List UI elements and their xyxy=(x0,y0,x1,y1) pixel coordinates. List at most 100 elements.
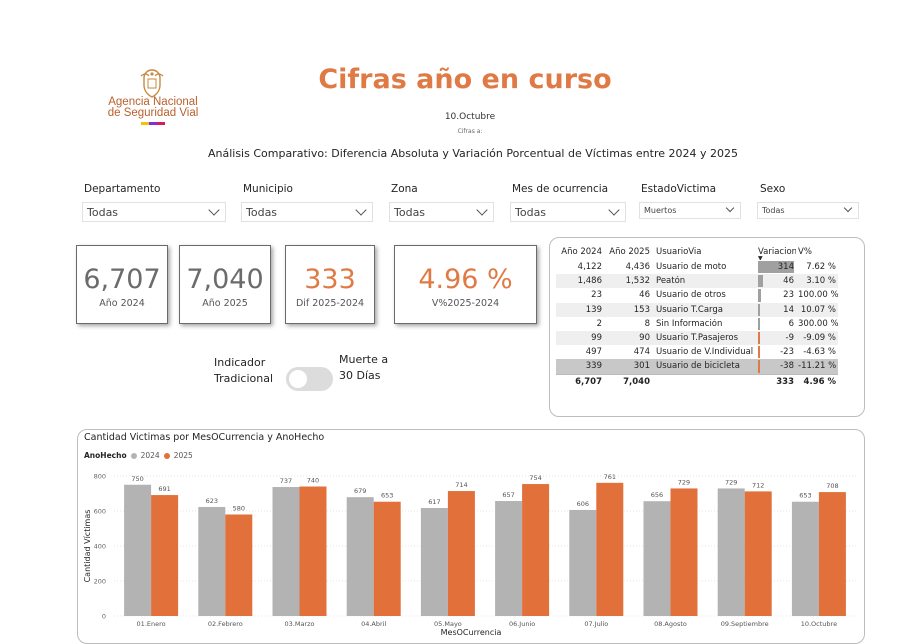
variacion-databar xyxy=(758,317,760,330)
data-label: 754 xyxy=(529,474,541,482)
page-subtitle: Análisis Comparativo: Diferencia Absolut… xyxy=(207,147,739,160)
header-ano-2024[interactable]: Año 2024 xyxy=(561,247,602,257)
table-row[interactable]: 339 301 Usuario de bicicleta -38 -11.21 % xyxy=(556,359,838,374)
chevron-down-icon xyxy=(208,203,220,216)
filter-label-departamento: Departamento xyxy=(84,183,161,195)
bar-2024[interactable] xyxy=(346,497,374,616)
bar-2025[interactable] xyxy=(447,491,475,616)
toggle-label-right-line2: 30 Días xyxy=(339,369,381,382)
mes-dropdown[interactable]: Todas xyxy=(510,202,626,222)
table-row[interactable]: 497 474 Usuario de V.Individual -23 -4.63 % xyxy=(556,345,838,359)
kpi-caption-2024: Año 2024 xyxy=(99,298,145,309)
y-tick-label: 800 xyxy=(94,473,106,481)
coat-of-arms-icon xyxy=(140,69,164,98)
chevron-down-icon xyxy=(608,203,620,216)
total-variacion-value: 333 xyxy=(776,377,794,387)
x-tick-label: 04.Abril xyxy=(361,620,386,628)
cell-usuario-via: Usuario de otros xyxy=(656,290,726,301)
cell-usuario-via: Usuario de bicicleta xyxy=(656,361,740,372)
cell-ano-2024: 339 xyxy=(585,361,602,372)
toggle-label-right-line1: Muerte a xyxy=(339,353,389,366)
filter-label-mes: Mes de ocurrencia xyxy=(512,183,609,195)
flag-stripe-red xyxy=(157,122,165,125)
cell-usuario-via: Usuario T.Carga xyxy=(656,304,723,315)
bar-2024[interactable] xyxy=(420,508,448,616)
municipio-dropdown[interactable]: Todas xyxy=(241,202,373,222)
bar-2024[interactable] xyxy=(198,506,226,616)
legend-label-2025[interactable]: 2025 xyxy=(173,451,193,460)
cell-ano-2024: 2 xyxy=(596,318,602,329)
table-row[interactable]: 99 90 Usuario T.Pasajeros -9 -9.09 % xyxy=(556,330,838,346)
estado-victima-value: Muertos xyxy=(644,206,677,215)
usuario-via-table-container xyxy=(549,237,865,417)
bar-2024[interactable] xyxy=(791,501,819,616)
bar-2025[interactable] xyxy=(299,486,327,617)
variacion-databar xyxy=(758,346,760,359)
x-axis-label: MesOCurrencia xyxy=(441,628,502,637)
table-row[interactable]: 1,486 1,532 Peatón 46 3.10 % xyxy=(556,274,838,289)
data-label: 580 xyxy=(233,505,245,513)
bar-2024[interactable] xyxy=(569,509,597,616)
table-row[interactable]: 23 46 Usuario de otros 23 100.00 % xyxy=(556,288,838,302)
bar-2024[interactable] xyxy=(272,487,300,616)
data-label: 606 xyxy=(577,500,589,508)
x-tick-label: 03.Marzo xyxy=(285,620,315,628)
bar-2025[interactable] xyxy=(744,491,772,616)
logo-line-2: de Seguridad Vial xyxy=(107,107,199,119)
y-tick-label: 0 xyxy=(102,613,106,621)
legend-title: AnoHecho xyxy=(84,451,127,460)
bar-2024[interactable] xyxy=(124,484,152,616)
sexo-value: Todas xyxy=(762,206,785,215)
bar-2025[interactable] xyxy=(596,482,624,616)
data-label: 750 xyxy=(131,475,143,483)
cell-variacion: 46 xyxy=(756,274,796,288)
cell-variacion: -23 xyxy=(756,345,796,359)
flag-stripe-yellow xyxy=(141,122,149,125)
kpi-card-difference: 333 Dif 2025-2024 xyxy=(285,245,375,324)
zona-dropdown[interactable]: Todas xyxy=(389,202,494,222)
flag-stripe-purple xyxy=(149,122,157,125)
header-ano-2025[interactable]: Año 2025 xyxy=(609,247,650,257)
cell-variacion: 14 xyxy=(756,303,796,317)
estado-victima-dropdown[interactable]: Muertos xyxy=(639,202,741,219)
chart-title: Cantidad Victimas por MesOCurrencia y An… xyxy=(84,432,325,443)
header-usuario-via[interactable]: UsuarioVia xyxy=(656,247,702,257)
bar-2025[interactable] xyxy=(151,495,179,616)
cell-pct: 3.10 % xyxy=(806,276,836,287)
bar-2025[interactable] xyxy=(373,501,401,616)
cell-variacion-value: 14 xyxy=(783,304,794,315)
bar-2025[interactable] xyxy=(225,514,253,617)
cell-variacion: 314 xyxy=(756,260,796,274)
table-row[interactable]: 4,122 4,436 Usuario de moto 314 7.62 % xyxy=(556,260,838,274)
table-row[interactable]: 139 153 Usuario T.Carga 14 10.07 % xyxy=(556,302,838,317)
departamento-dropdown[interactable]: Todas xyxy=(82,202,226,222)
filter-label-municipio: Municipio xyxy=(243,183,293,195)
legend-label-2024[interactable]: 2024 xyxy=(140,451,160,460)
toggle-label-left-line2: Tradicional xyxy=(214,372,274,385)
cell-variacion-value: -38 xyxy=(780,361,794,372)
data-label: 712 xyxy=(752,481,764,489)
indicator-toggle[interactable] xyxy=(286,367,333,391)
table-row[interactable]: 2 8 Sin Información 6 300.00 % xyxy=(556,317,838,331)
cell-variacion: -38 xyxy=(756,359,796,373)
sexo-dropdown[interactable]: Todas xyxy=(757,202,859,219)
bar-2024[interactable] xyxy=(643,501,671,616)
bar-2024[interactable] xyxy=(717,488,745,616)
cell-variacion: 23 xyxy=(756,288,796,302)
y-axis-label: Cantidad Víctimas xyxy=(83,510,92,583)
bar-2025[interactable] xyxy=(818,492,846,616)
filter-label-sexo: Sexo xyxy=(760,183,786,195)
cell-ano-2024: 1,486 xyxy=(577,276,602,287)
header-pct[interactable]: V% xyxy=(798,247,812,257)
variacion-databar xyxy=(758,303,760,316)
total-pct: 4.96 % xyxy=(803,377,836,387)
y-tick-label: 600 xyxy=(94,508,106,516)
bar-2025[interactable] xyxy=(522,484,550,616)
header-variacion[interactable]: Variacion ▼ xyxy=(756,244,796,260)
chevron-down-icon xyxy=(355,203,367,216)
bar-2025[interactable] xyxy=(670,488,698,616)
data-label: 679 xyxy=(354,487,366,495)
bar-2024[interactable] xyxy=(495,501,523,616)
data-label: 653 xyxy=(799,492,811,500)
chevron-down-icon xyxy=(476,203,488,216)
